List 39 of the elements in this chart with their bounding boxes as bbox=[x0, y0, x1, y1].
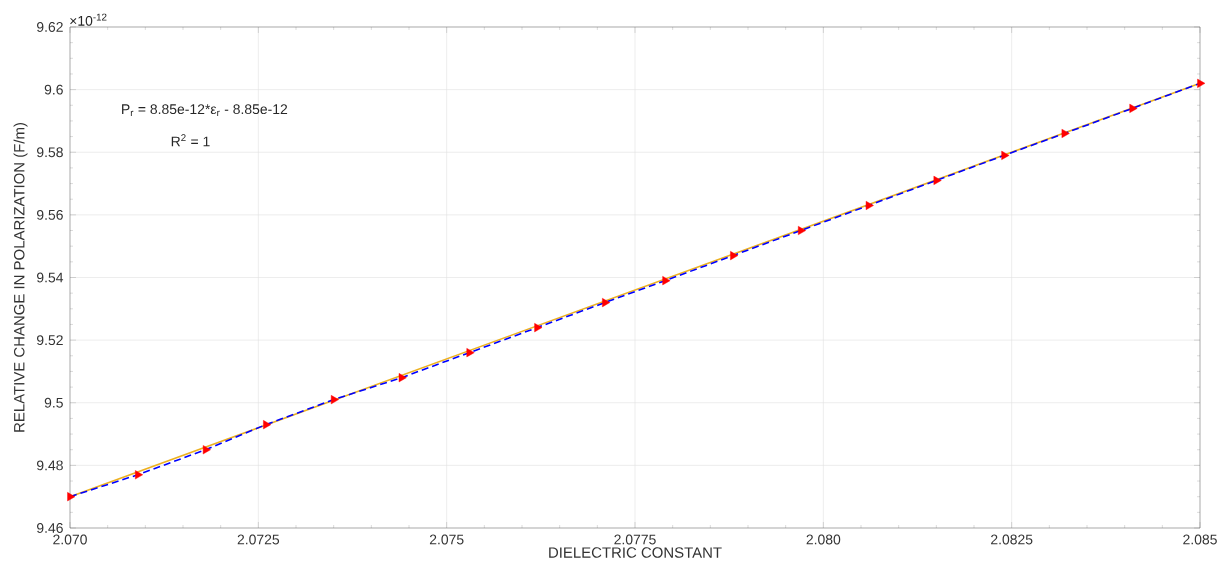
y-tick-label: 9.62 bbox=[36, 22, 63, 32]
x-tick-label: 2.080 bbox=[806, 534, 841, 545]
point bbox=[1129, 103, 1138, 113]
y-tick-label: 9.56 bbox=[36, 209, 63, 220]
point bbox=[1197, 78, 1206, 88]
point bbox=[933, 175, 942, 185]
x-tick-label: 2.0725 bbox=[237, 534, 280, 545]
point bbox=[798, 226, 806, 236]
annotation: R$^{2}$ = 1 bbox=[171, 134, 210, 147]
point bbox=[263, 420, 272, 430]
x-axis-title: DIELECTRIC CONSTANT bbox=[549, 547, 722, 558]
point bbox=[67, 492, 76, 502]
point bbox=[330, 395, 339, 405]
point bbox=[602, 298, 611, 308]
y-tick-label: 9.54 bbox=[36, 272, 64, 283]
point bbox=[1061, 128, 1070, 138]
y-axis-title: RELATIVE CHANGE IN POLARIZATION (F/m) bbox=[13, 123, 28, 432]
y-tick-label: 9.46 bbox=[36, 523, 63, 533]
point bbox=[1001, 150, 1010, 160]
annotation: P$_{r}$ = 8.85e-12*ε$_{r}$ - 8.85e-12 bbox=[122, 104, 288, 117]
point bbox=[730, 251, 739, 261]
x-tick-label: 2.0775 bbox=[614, 534, 656, 545]
point bbox=[865, 200, 874, 211]
point bbox=[135, 470, 143, 480]
point bbox=[398, 373, 407, 383]
y-tick-label: 9.6 bbox=[44, 84, 63, 95]
y-tick-label: 9.52 bbox=[36, 335, 63, 346]
x-tick-label: 2.085 bbox=[1183, 534, 1217, 545]
x-tick-label: 2.075 bbox=[429, 534, 464, 545]
y-tick-label: 9.5 bbox=[44, 397, 63, 408]
x-tick-label: 2.0825 bbox=[991, 534, 1033, 545]
y-tick-label: 9.58 bbox=[36, 147, 63, 158]
text: ×10$^{-12}$ bbox=[70, 13, 107, 26]
x-tick-label: 2.070 bbox=[53, 534, 87, 545]
point bbox=[202, 445, 211, 455]
y-tick-label: 9.48 bbox=[36, 460, 63, 471]
point bbox=[534, 323, 543, 333]
point bbox=[466, 348, 475, 358]
point bbox=[662, 276, 671, 286]
